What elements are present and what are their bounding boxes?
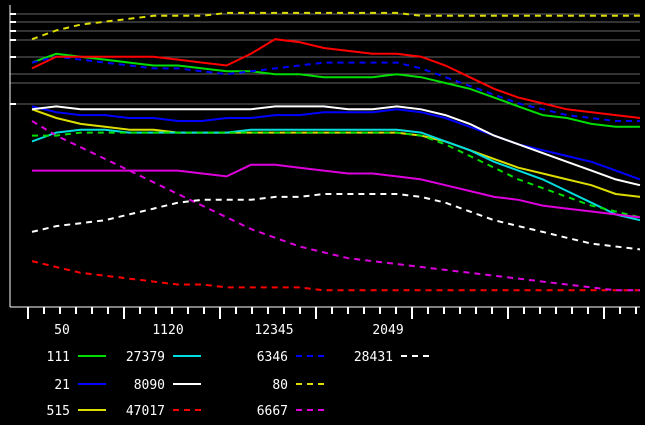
x-tick-labels: 50 1120 12345 2049: [54, 323, 403, 338]
x-tick-label: 2049: [372, 323, 403, 338]
legend-label: 515: [47, 404, 70, 419]
series-line-21: [31, 105, 641, 181]
x-tick-label: 50: [54, 323, 70, 338]
series-line-unlabeled-10: [31, 38, 641, 119]
x-tick-label: 1120: [152, 323, 183, 338]
plot-series: [31, 11, 641, 292]
series-line-515: [31, 108, 641, 198]
legend: 111 27379 6346 28431 21 8090 80 515 47017 6667: [47, 350, 429, 419]
legend-item-8090: 8090: [134, 378, 201, 393]
legend-label: 28431: [354, 350, 393, 365]
legend-label: 27379: [126, 350, 165, 365]
legend-label: 47017: [126, 404, 165, 419]
legend-item-515: 515: [47, 404, 106, 419]
legend-item-27379: 27379: [126, 350, 201, 365]
legend-item-80: 80: [272, 378, 324, 393]
x-axis: [9, 5, 640, 319]
series-line-6346: [31, 55, 640, 122]
legend-label: 21: [54, 378, 70, 393]
series-line-47017: [31, 260, 640, 292]
x-tick-label: 12345: [254, 323, 293, 338]
series-line-unlabeled-11: [32, 131, 641, 219]
legend-item-47017: 47017: [126, 404, 201, 419]
legend-label: 6346: [257, 350, 288, 365]
legend-item-111: 111: [47, 350, 106, 365]
series-line-8090: [31, 105, 641, 187]
legend-label: 80: [272, 378, 288, 393]
series-line-80: [31, 11, 640, 41]
legend-label: 6667: [257, 404, 288, 419]
legend-item-6346: 6346: [257, 350, 324, 365]
legend-item-28431: 28431: [354, 350, 429, 365]
series-line-unlabeled-12: [32, 163, 641, 219]
legend-label: 111: [47, 350, 70, 365]
series-line-28431: [31, 193, 641, 251]
series-line-111: [31, 52, 640, 128]
legend-item-6667: 6667: [257, 404, 324, 419]
legend-label: 8090: [134, 378, 165, 393]
legend-item-21: 21: [54, 378, 106, 393]
series-line-6667: [31, 120, 640, 292]
